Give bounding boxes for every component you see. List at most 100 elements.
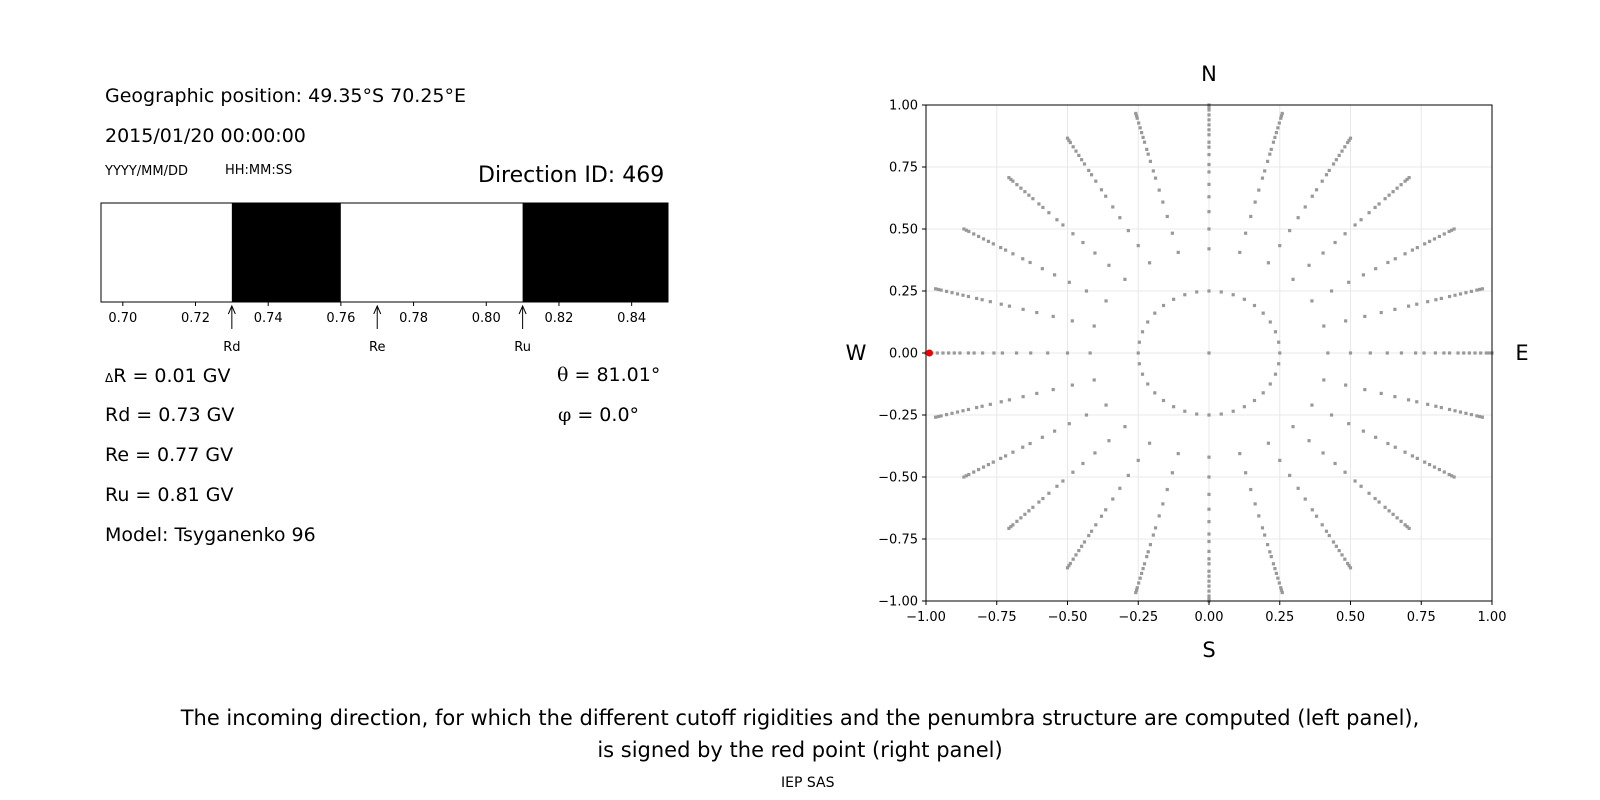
direction-points xyxy=(924,103,1494,603)
direction-point xyxy=(1068,561,1072,566)
direction-point xyxy=(1052,273,1057,277)
direction-point xyxy=(1031,197,1035,201)
direction-point xyxy=(1277,581,1281,585)
direction-point xyxy=(1137,581,1141,585)
direction-point xyxy=(991,242,995,246)
direction-point xyxy=(1087,533,1091,538)
direction-point xyxy=(1219,290,1223,294)
direction-point xyxy=(1269,555,1273,559)
direction-point xyxy=(936,414,940,419)
direction-point xyxy=(1368,351,1372,355)
direction-point xyxy=(1475,414,1479,418)
direction-point xyxy=(972,470,976,474)
direction-point xyxy=(1207,133,1211,137)
direction-point xyxy=(1021,257,1025,261)
direction-point xyxy=(1447,472,1451,477)
direction-point xyxy=(1276,576,1280,580)
direction-point xyxy=(944,289,949,293)
direction-point xyxy=(1252,398,1257,403)
direction-point xyxy=(950,411,954,415)
direction-point xyxy=(1172,297,1176,301)
direction-point xyxy=(1207,532,1211,536)
direction-point xyxy=(1387,509,1391,513)
direction-point xyxy=(1487,351,1491,355)
selected-direction xyxy=(925,349,933,357)
direction-point xyxy=(1273,372,1278,376)
penumbra-tick-label: 0.82 xyxy=(544,311,573,326)
direction-point xyxy=(1266,441,1271,445)
direction-point xyxy=(967,472,971,477)
time-format-label: HH:MM:SS xyxy=(225,163,293,178)
direction-point xyxy=(1244,471,1248,475)
map-x-tick-label: 0.50 xyxy=(1336,610,1365,625)
direction-point xyxy=(1410,454,1415,458)
direction-point xyxy=(1377,500,1381,504)
direction-point xyxy=(1165,214,1169,219)
direction-point xyxy=(1310,299,1314,303)
direction-point xyxy=(1279,116,1283,120)
direction-point xyxy=(1123,425,1127,429)
penumbra-tick-label: 0.76 xyxy=(326,311,355,326)
direction-point xyxy=(1314,514,1319,518)
caption-line-1: The incoming direction, for which the di… xyxy=(180,706,1420,730)
direction-point xyxy=(1291,277,1295,281)
direction-point xyxy=(1427,463,1432,467)
direction-point xyxy=(961,293,965,297)
direction-point xyxy=(1041,205,1045,210)
delta-r-value: ΔR = 0.01 GV xyxy=(105,367,230,386)
direction-point xyxy=(1347,564,1351,568)
direction-point xyxy=(980,404,984,408)
direction-point xyxy=(1207,123,1211,127)
direction-point xyxy=(1151,169,1155,173)
direction-point xyxy=(1080,158,1084,162)
direction-point xyxy=(955,292,960,296)
direction-point xyxy=(1145,555,1149,559)
direction-point xyxy=(1260,526,1265,530)
direction-point xyxy=(1393,307,1397,311)
penumbra-tick-label: 0.72 xyxy=(181,311,210,326)
penumbra-tick-label: 0.74 xyxy=(254,311,283,326)
direction-point xyxy=(1373,205,1377,210)
direction-point xyxy=(1391,512,1395,516)
direction-point xyxy=(1153,526,1158,530)
direction-point xyxy=(1263,169,1267,173)
direction-point xyxy=(1374,267,1378,271)
direction-point xyxy=(1367,491,1371,495)
penumbra-frame xyxy=(100,202,669,303)
direction-point xyxy=(1403,523,1407,527)
direction-point xyxy=(1137,362,1141,366)
direction-point xyxy=(1134,114,1139,118)
direction-point xyxy=(1385,351,1389,355)
direction-point xyxy=(1278,244,1282,248)
direction-point xyxy=(1268,550,1272,554)
direction-point xyxy=(1207,557,1211,561)
penumbra-tick-label: 0.78 xyxy=(399,311,428,326)
phi-text: = 0.0° xyxy=(571,404,640,426)
direction-point xyxy=(981,237,986,241)
direction-point xyxy=(1379,391,1383,396)
direction-point xyxy=(950,291,954,295)
direction-point xyxy=(1399,519,1403,523)
direction-point xyxy=(1432,237,1437,241)
direction-point xyxy=(1170,231,1174,235)
direction-point xyxy=(1207,589,1211,593)
direction-point xyxy=(988,300,992,304)
direction-point xyxy=(1207,210,1211,214)
direction-point xyxy=(1015,183,1019,187)
marker-arrowhead-rd xyxy=(227,304,236,315)
direction-point xyxy=(1011,523,1015,527)
direction-point xyxy=(1348,136,1353,140)
direction-point xyxy=(1011,252,1015,256)
direction-point xyxy=(1161,398,1166,403)
direction-point xyxy=(1151,533,1155,537)
direction-point xyxy=(988,402,992,406)
direction-point xyxy=(962,475,966,479)
direction-point xyxy=(1207,108,1211,112)
direction-point xyxy=(1147,261,1152,265)
datetime: 2015/01/20 00:00:00 xyxy=(105,125,306,147)
direction-point xyxy=(1037,500,1041,504)
direction-point xyxy=(1157,188,1161,192)
direction-point xyxy=(1089,529,1094,533)
direction-point xyxy=(1447,407,1452,412)
direction-point xyxy=(1207,584,1211,588)
